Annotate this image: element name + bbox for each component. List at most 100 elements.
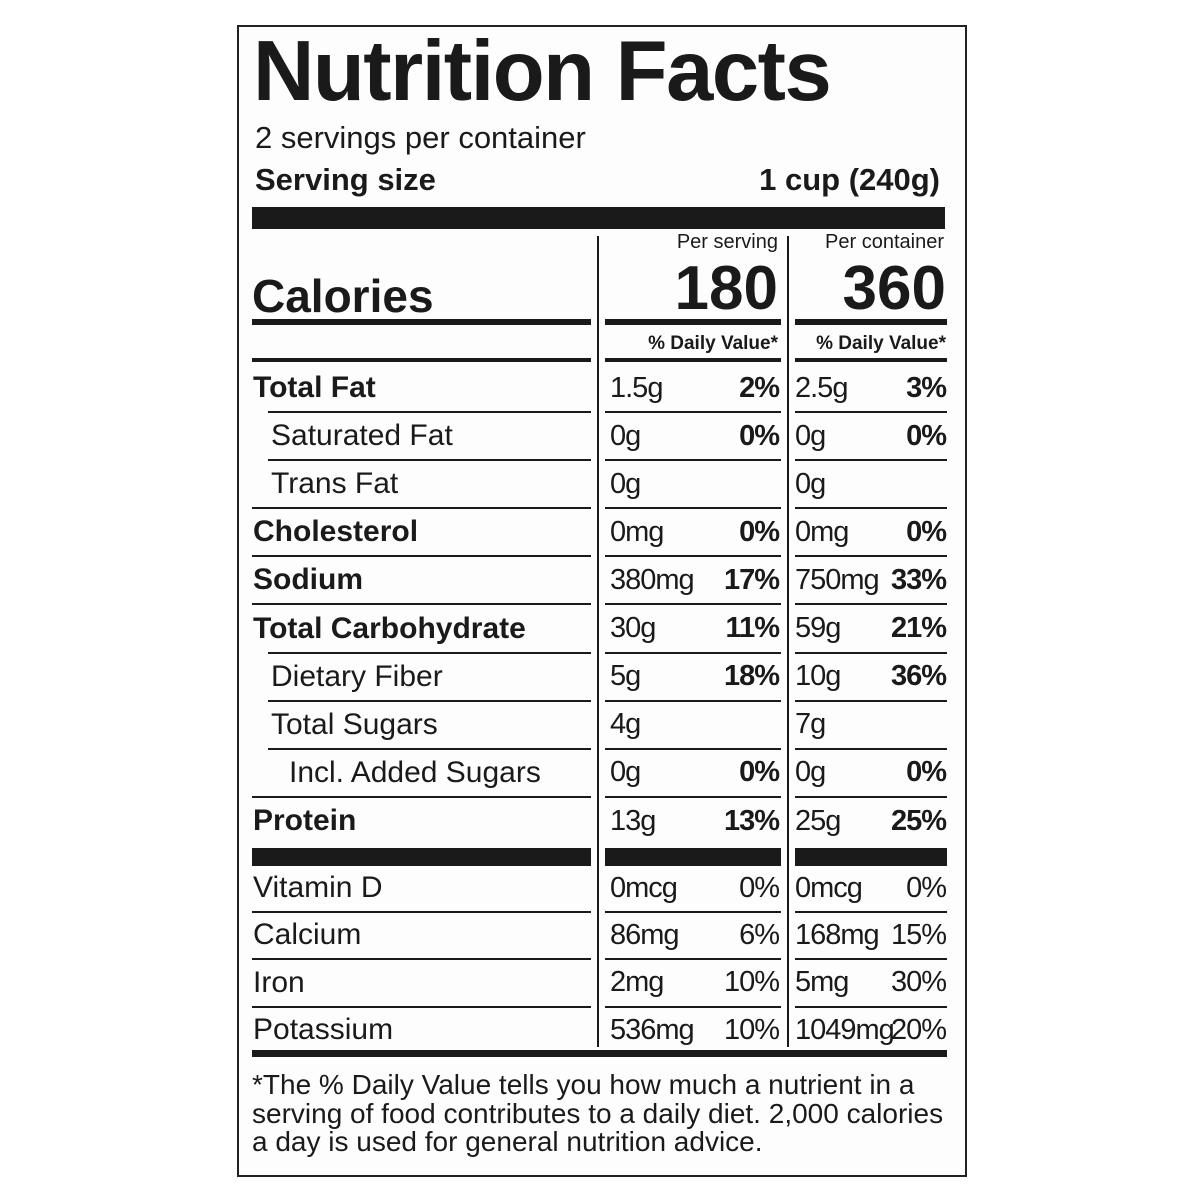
amount: 25g	[795, 804, 841, 837]
row-line	[605, 699, 781, 702]
column-header: Per container	[825, 231, 944, 253]
row-line	[252, 1005, 591, 1008]
medium-bar	[795, 319, 947, 325]
calories-label: Calories	[252, 270, 434, 323]
medium-bar	[605, 319, 781, 325]
footnote: serving of food contributes to a daily d…	[252, 1097, 944, 1129]
row-line	[605, 795, 781, 798]
row-line	[252, 795, 591, 798]
daily-value: 36%	[890, 660, 947, 693]
amount: 0g	[610, 756, 641, 789]
amount: 0g	[610, 419, 641, 452]
row-line	[252, 911, 591, 913]
amount: 4g	[610, 708, 641, 741]
row-line	[605, 507, 781, 510]
amount: 0g	[795, 419, 826, 452]
row-line	[795, 795, 947, 798]
daily-value: 17%	[723, 564, 780, 596]
daily-value: 11%	[725, 612, 780, 645]
column-header: Per serving	[676, 231, 778, 253]
amount: 0g	[795, 756, 826, 789]
daily-value: 0%	[906, 871, 947, 904]
daily-value: 10%	[723, 966, 780, 999]
thick-bar	[605, 848, 781, 866]
calories-value: 360	[842, 253, 946, 323]
calories-value: 180	[674, 253, 778, 323]
row-line	[795, 459, 947, 462]
row-line	[252, 958, 591, 961]
row-line	[605, 958, 781, 961]
row-line	[268, 459, 591, 462]
row-line	[268, 651, 591, 654]
footnote: a day is used for general nutrition advi…	[252, 1126, 763, 1158]
amount: 750mg	[795, 564, 880, 596]
daily-value: 33%	[890, 564, 947, 596]
daily-value: 21%	[890, 612, 947, 645]
daily-value: 0%	[906, 515, 947, 548]
daily-value: 18%	[723, 660, 780, 693]
amount: 0mg	[795, 515, 849, 548]
nutrient-name: Dietary Fiber	[271, 659, 443, 693]
amount: 7g	[795, 708, 826, 741]
nutrient-name: Protein	[253, 803, 357, 837]
amount: 1.5g	[610, 371, 663, 404]
daily-value: 6%	[739, 918, 780, 951]
column-divider	[597, 236, 599, 1047]
row-line	[795, 911, 947, 913]
amount: 0mg	[610, 515, 664, 548]
nutrient-name: Iron	[253, 965, 305, 999]
daily-value: 0%	[739, 871, 780, 904]
nutrient-name: Total Fat	[253, 371, 376, 404]
row-line	[605, 911, 781, 913]
row-line	[252, 555, 591, 558]
row-line	[795, 507, 947, 510]
servings: 2 servings per container	[255, 120, 586, 156]
daily-value: 3%	[906, 371, 947, 404]
nutrient-name: Cholesterol	[253, 515, 419, 549]
daily-value: 10%	[723, 1013, 780, 1046]
amount: 0mcg	[610, 871, 678, 904]
nutrient-name: Calcium	[253, 918, 362, 952]
serving-size-label: Serving size	[255, 162, 436, 198]
nutrient-name: Saturated Fat	[271, 419, 453, 453]
daily-value-header: % Daily Value*	[816, 332, 946, 354]
amount: 2mg	[610, 966, 664, 999]
daily-value: 20%	[890, 1013, 947, 1046]
row-line	[268, 747, 591, 750]
medium-bar	[795, 358, 947, 362]
row-line	[268, 411, 591, 413]
nutrient-name: Total Carbohydrate	[253, 611, 526, 645]
footnote: *The % Daily Value tells you how much a …	[252, 1069, 915, 1101]
daily-value: 0%	[906, 419, 947, 452]
row-line	[795, 699, 947, 702]
row-line	[795, 411, 947, 413]
nutrient-name: Incl. Added Sugars	[289, 755, 541, 789]
amount: 30g	[610, 612, 656, 645]
row-line	[795, 603, 947, 606]
amount: 2.5g	[795, 371, 848, 404]
medium-bar	[252, 319, 591, 325]
nutrient-name: Trans Fat	[271, 467, 399, 501]
daily-value: 0%	[906, 756, 947, 789]
column-divider	[787, 236, 789, 1047]
row-line	[605, 1005, 781, 1008]
amount: 0g	[795, 467, 826, 500]
row-line	[795, 555, 947, 558]
amount: 380mg	[610, 564, 695, 596]
amount: 59g	[795, 612, 841, 645]
amount: 5g	[610, 660, 641, 693]
daily-value: 30%	[890, 966, 947, 999]
nutrient-name: Total Sugars	[271, 707, 438, 741]
row-line	[795, 958, 947, 961]
daily-value: 0%	[739, 756, 780, 789]
nutrient-name: Potassium	[253, 1012, 394, 1046]
title: Nutrition Facts	[253, 24, 832, 119]
row-line	[605, 555, 781, 558]
amount: 5mg	[795, 966, 849, 999]
nutrient-name: Sodium	[253, 563, 363, 597]
row-line	[252, 507, 591, 510]
row-line	[605, 651, 781, 654]
serving-size: 1 cup (240g)	[759, 162, 940, 198]
medium-bar	[252, 1050, 947, 1057]
